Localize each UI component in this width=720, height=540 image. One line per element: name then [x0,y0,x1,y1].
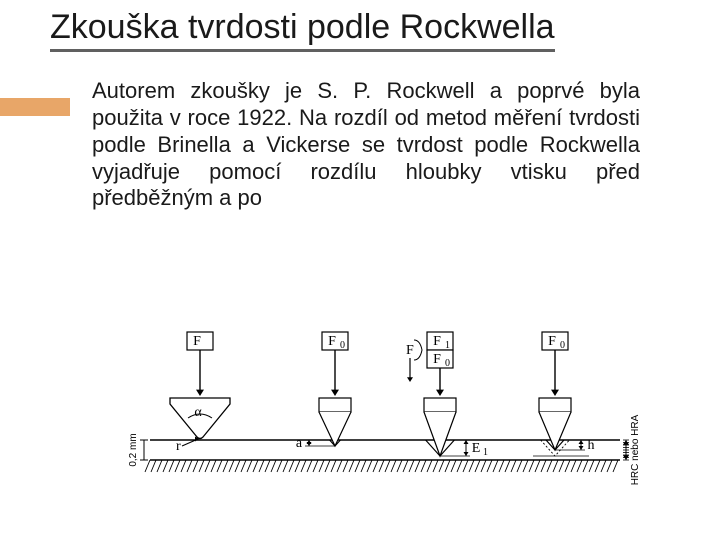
body-paragraph: Autorem zkoušky je S. P. Rockwell a popr… [92,78,640,212]
slide-title: Zkouška tvrdosti podle Rockwella [50,8,555,52]
svg-text:h: h [588,438,595,453]
svg-text:F: F [328,334,336,349]
svg-text:F: F [433,334,441,349]
rockwell-diagram: 0,2 mmHRC nebo HRAFαrF0aF1F0FE1F0h [110,310,650,510]
svg-text:a: a [296,436,303,451]
svg-text:r: r [176,439,181,454]
svg-text:α: α [194,405,202,420]
svg-text:F: F [406,343,414,358]
svg-text:F: F [548,334,556,349]
svg-text:F: F [433,352,441,367]
svg-text:0: 0 [560,340,565,351]
svg-text:F: F [193,334,201,349]
svg-text:1: 1 [483,447,488,458]
svg-text:1: 1 [445,340,450,351]
svg-text:0: 0 [340,340,345,351]
svg-text:HRC nebo HRA: HRC nebo HRA [630,414,641,485]
svg-text:E: E [472,441,481,456]
svg-text:0: 0 [445,358,450,369]
svg-text:0,2 mm: 0,2 mm [128,433,139,466]
accent-bar [0,98,70,116]
